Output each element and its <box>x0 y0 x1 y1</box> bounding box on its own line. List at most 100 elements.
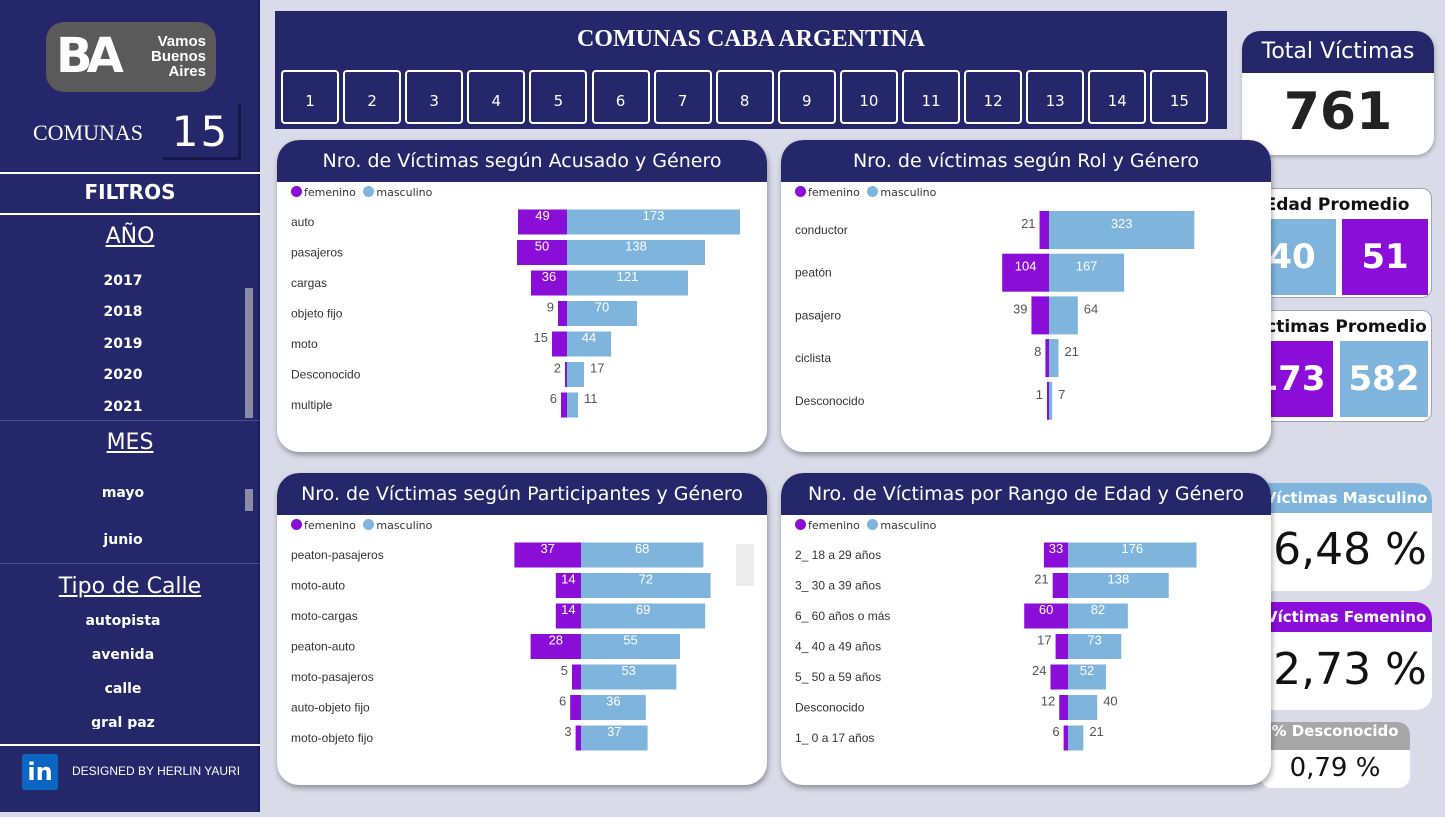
year-option-2018[interactable]: 2018 <box>103 304 143 320</box>
comuna-button-9[interactable]: 9 <box>777 70 836 124</box>
value-label-femenino: 6 <box>550 391 557 406</box>
category-label: 5_ 50 a 59 años <box>795 670 881 684</box>
value-label-masculino: 21 <box>1089 724 1103 739</box>
bar-masculino <box>581 573 711 598</box>
linkedin-icon[interactable]: in <box>22 754 58 790</box>
category-label: auto-objeto fijo <box>291 701 370 715</box>
victimas-promedio-title: Víctimas Promedio <box>1247 317 1427 337</box>
value-label-femenino: 8 <box>1034 344 1041 359</box>
legend-label: femenino <box>304 186 356 199</box>
bar-femenino <box>1047 381 1049 420</box>
legend-femenino: femenino <box>795 519 860 532</box>
bar-masculino <box>567 270 688 296</box>
total-victimas-title: Total Víctimas <box>1242 31 1434 73</box>
divider <box>0 172 260 174</box>
comuna-button-4[interactable]: 4 <box>467 70 526 124</box>
street-option-avenida[interactable]: avenida <box>91 647 155 663</box>
value-label-femenino: 36 <box>542 269 556 284</box>
legend-femenino: femenino <box>291 186 356 199</box>
year-option-2020[interactable]: 2020 <box>103 367 143 383</box>
street-option-gral-paz[interactable]: gral paz <box>91 715 155 729</box>
street-option-calle[interactable]: calle <box>104 681 142 697</box>
comunas-label: COMUNAS <box>33 120 144 145</box>
value-label-masculino: 55 <box>623 633 637 648</box>
bar-femenino <box>1050 664 1068 690</box>
month-option-junio[interactable]: junio <box>103 532 143 548</box>
bar-masculino <box>581 603 706 629</box>
comuna-button-15[interactable]: 15 <box>1150 70 1209 124</box>
legend-masculino: masculino <box>363 186 432 199</box>
chart-scrollbar[interactable] <box>736 544 754 586</box>
edad-promedio-femenino: 51 <box>1342 219 1428 295</box>
comuna-button-2[interactable]: 2 <box>343 70 402 124</box>
value-label-femenino: 60 <box>1039 602 1053 617</box>
divider <box>0 563 260 564</box>
comuna-button-5[interactable]: 5 <box>529 70 588 124</box>
legend-dot-icon <box>867 186 879 197</box>
value-label-masculino: 167 <box>1076 259 1098 274</box>
value-label-masculino: 68 <box>635 541 649 556</box>
legend-label: femenino <box>808 186 860 199</box>
value-label-femenino: 6 <box>1052 724 1059 739</box>
legend-femenino: femenino <box>795 186 860 199</box>
legend-label: masculino <box>880 186 937 199</box>
pct-desconocido-title: % Desconocido <box>1260 722 1410 750</box>
value-label-femenino: 14 <box>561 572 575 587</box>
value-label-femenino: 39 <box>1013 301 1027 316</box>
month-scrollbar[interactable] <box>245 489 253 511</box>
comuna-button-1[interactable]: 1 <box>281 70 339 124</box>
value-label-femenino: 1 <box>1036 387 1043 402</box>
comuna-button-7[interactable]: 7 <box>653 70 712 124</box>
year-option-2021[interactable]: 2021 <box>103 399 143 415</box>
comuna-button-10[interactable]: 10 <box>839 70 898 124</box>
value-label-masculino: 40 <box>1103 694 1117 709</box>
pct-femenino-value: 22,73 % <box>1245 644 1427 695</box>
chart-title: Nro. de Víctimas según Participantes y G… <box>277 473 767 515</box>
comuna-button-6[interactable]: 6 <box>591 70 650 124</box>
comuna-button-14[interactable]: 14 <box>1088 70 1147 124</box>
value-label-femenino: 17 <box>1037 633 1051 648</box>
comuna-button-12[interactable]: 12 <box>964 70 1023 124</box>
bar-femenino <box>1052 573 1068 598</box>
value-label-masculino: 323 <box>1111 216 1133 231</box>
bar-masculino <box>1068 725 1084 751</box>
category-label: peaton-pasajeros <box>291 548 384 562</box>
month-option-mayo[interactable]: mayo <box>101 485 145 501</box>
value-label-masculino: 138 <box>1108 572 1130 587</box>
bar-femenino <box>1063 725 1068 751</box>
chart-panel-rol: Nro. de víctimas según Rol y Género feme… <box>781 140 1271 452</box>
value-label-masculino: 121 <box>617 269 639 284</box>
comuna-button-3[interactable]: 3 <box>405 70 464 124</box>
value-label-masculino: 7 <box>1058 387 1065 402</box>
year-option-2019[interactable]: 2019 <box>103 336 143 352</box>
value-label-masculino: 36 <box>606 694 620 709</box>
bar-femenino <box>1039 211 1049 249</box>
street-option-autopista[interactable]: autopista <box>85 613 161 629</box>
category-label: peaton-auto <box>291 640 355 654</box>
category-label: 1_ 0 a 17 años <box>795 731 874 745</box>
comuna-button-11[interactable]: 11 <box>902 70 960 124</box>
bar-femenino <box>572 664 581 690</box>
legend-femenino: femenino <box>291 519 356 532</box>
comuna-button-13[interactable]: 13 <box>1026 70 1085 124</box>
comunas-count: 15 <box>163 104 241 160</box>
bar-femenino <box>1031 296 1049 335</box>
category-label: 3_ 30 a 39 años <box>795 579 881 593</box>
year-filter-title: AÑO <box>105 224 155 249</box>
value-label-masculino: 82 <box>1091 602 1105 617</box>
category-label: moto-cargas <box>291 609 358 623</box>
street-filter-title: Tipo de Calle <box>58 574 202 599</box>
value-label-femenino: 49 <box>535 208 549 223</box>
category-label: ciclista <box>795 351 831 365</box>
value-label-masculino: 73 <box>1087 633 1101 648</box>
comuna-button-8[interactable]: 8 <box>715 70 774 124</box>
bar-masculino <box>1049 296 1078 335</box>
bar-masculino <box>1068 603 1128 629</box>
year-scrollbar[interactable] <box>245 288 253 418</box>
bar-femenino <box>558 301 567 326</box>
category-label: multiple <box>291 398 333 412</box>
year-option-2017[interactable]: 2017 <box>103 273 143 289</box>
bar-masculino <box>567 362 584 387</box>
value-label-masculino: 72 <box>639 572 653 587</box>
total-victimas-value: 761 <box>1283 82 1393 142</box>
